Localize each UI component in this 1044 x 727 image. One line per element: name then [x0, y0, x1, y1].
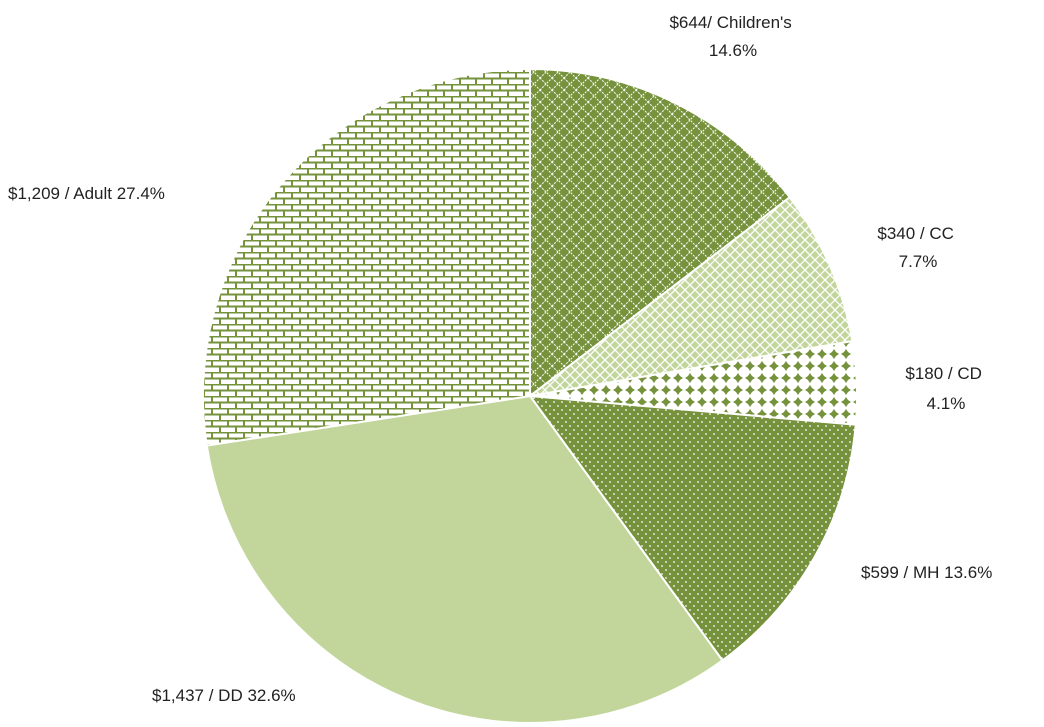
label-adult: $1,209 / Adult 27.4%	[8, 184, 165, 203]
pie-slice-mh	[527, 394, 857, 662]
label-childrens: $644/ Children's 14.6%	[669, 13, 796, 60]
pie-slice-cc	[529, 195, 854, 397]
label-cd: $180 / CD 4.1%	[905, 364, 986, 413]
pie-slice-childrens	[529, 67, 792, 399]
label-dd: $1,437 / DD 32.6%	[152, 686, 296, 705]
slice-labels: $644/ Children's 14.6% $340 / CC 7.7% $1…	[8, 13, 992, 705]
pie-slice-adult	[202, 67, 531, 447]
label-mh: $599 / MH 13.6%	[861, 563, 992, 582]
label-cc: $340 / CC 7.7%	[877, 224, 958, 271]
pie-slice-dd	[205, 394, 724, 724]
pie-slices	[202, 67, 858, 724]
